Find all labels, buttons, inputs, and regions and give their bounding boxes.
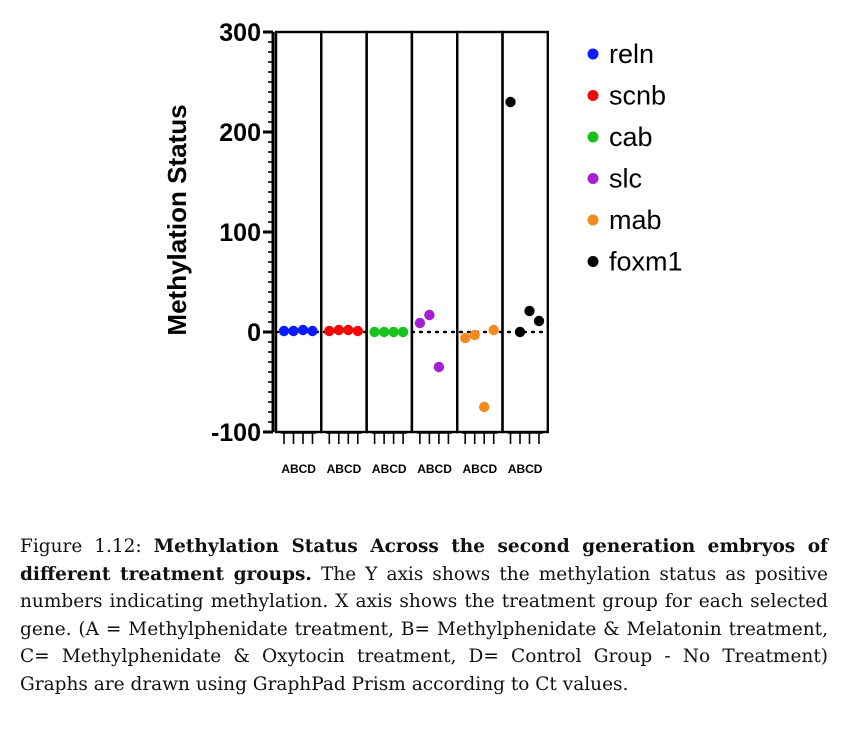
chart-legend: reln scnb cab slc mab foxm1 [587,39,683,277]
y-tick-label: -100 [211,419,261,447]
data-point-slc [433,361,445,373]
data-point-reln [307,325,318,337]
data-point-cab [397,326,409,338]
data-point-mab [460,332,471,344]
legend-marker-mab [587,214,599,226]
data-point-foxm1 [505,96,516,108]
legend-label-mab: mab [609,205,662,235]
x-tick-label: ABCD [372,462,407,476]
legend-marker-scnb [587,90,599,101]
x-tick-label: ABCD [463,462,498,476]
data-point-slc [424,309,435,321]
y-tick-label: 100 [219,219,261,247]
panel-frame [365,30,414,434]
data-point-scnb [352,325,363,337]
data-point-cab [378,326,390,338]
data-point-reln [297,324,309,336]
panel-frame [456,30,504,434]
data-point-scnb [343,324,354,336]
data-point-cab [388,326,399,338]
chart-marks [278,96,545,413]
data-point-mab [469,329,480,341]
legend-label-cab: cab [609,122,653,152]
panel-frame [501,30,549,434]
y-tick-label: 0 [247,319,261,347]
legend-marker-foxm1 [587,256,599,267]
figure-caption: Figure 1.12: Methylation Status Across t… [20,533,828,698]
caption-title: Methylation Status Across the second gen… [20,536,828,585]
methylation-chart: 300 200 100 0 -100 Methylation Status ABCD ABCD… [162,19,683,476]
data-point-scnb [324,325,335,337]
legend-label-scnb: scnb [609,81,666,111]
legend-label-slc: slc [609,164,642,194]
data-point-mab [479,401,490,413]
legend-label-reln: reln [609,39,654,69]
data-point-foxm1 [533,315,545,327]
panel-frame [320,30,368,434]
y-tick-label: 200 [219,119,261,147]
legend-marker-cab [587,131,599,143]
legend-marker-slc [587,173,599,184]
x-tick-label: ABCD [327,462,362,476]
x-tick-label: ABCD [281,462,316,476]
data-point-reln [278,325,290,337]
caption-body: The Y axis shows the methylation status … [20,563,828,695]
data-point-scnb [333,324,344,336]
data-point-foxm1 [514,326,526,338]
data-point-mab [488,324,499,336]
panel-frame [274,30,323,434]
legend-marker-reln [587,48,599,60]
y-axis-label: Methylation Status [162,104,192,335]
y-tick-label: 300 [219,19,261,47]
data-point-cab [369,326,380,338]
x-tick-label: ABCD [508,462,543,476]
data-point-reln [288,325,299,337]
x-tick-label: ABCD [417,462,452,476]
data-point-foxm1 [524,305,535,317]
chart-axes: 300 200 100 0 -100 Methylation Status ABCD ABCD… [162,19,549,476]
panel-frame [410,30,459,434]
legend-label-foxm1: foxm1 [609,247,683,277]
data-point-slc [414,317,426,329]
caption-label: Figure 1.12: [20,536,142,557]
